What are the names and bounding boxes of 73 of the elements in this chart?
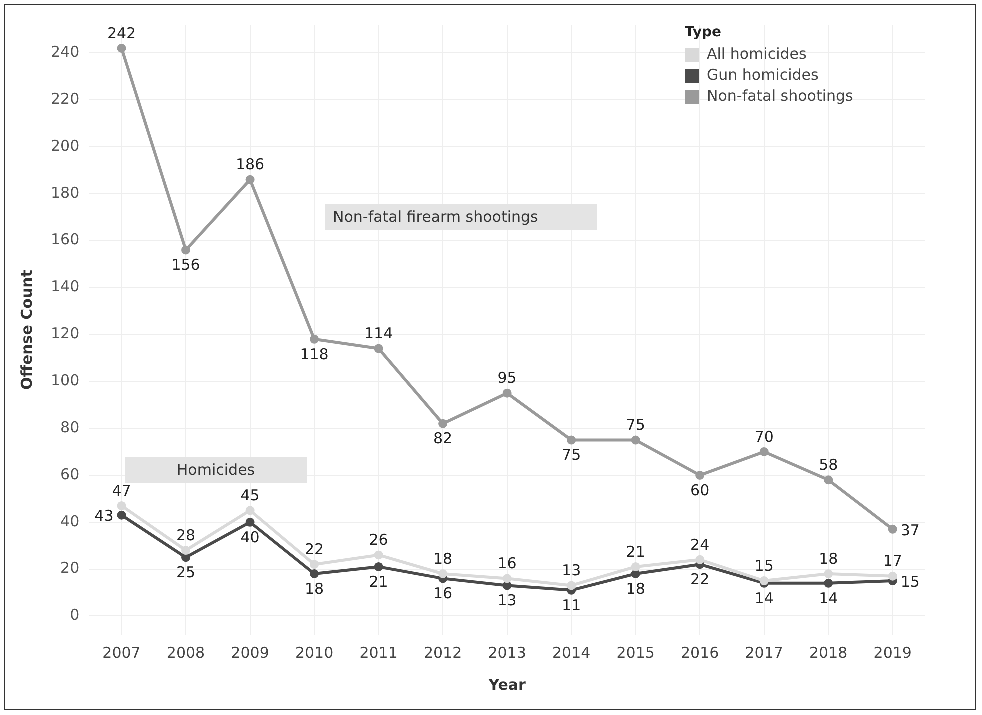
data-label: 15 [754,556,774,575]
data-label: 25 [176,563,196,582]
data-label: 58 [819,456,838,474]
x-tick-label: 2010 [295,644,334,662]
legend-label: All homicides [707,44,807,63]
y-tick-label: 140 [50,278,80,296]
data-label: 18 [434,550,453,568]
y-tick-label: 60 [60,465,80,484]
data-label: 43 [94,507,114,526]
data-label: 21 [369,572,388,591]
data-label: 114 [364,324,394,343]
data-label: 75 [562,446,582,464]
data-label: 37 [900,521,920,540]
x-tick-label: 2008 [166,644,206,662]
data-label: 40 [240,528,260,546]
data-label: 14 [754,589,774,608]
x-tick-label: 2017 [745,644,784,662]
y-tick-label: 80 [60,418,80,436]
data-label: 118 [300,345,329,364]
y-tick-label: 180 [50,184,80,202]
data-label: 15 [900,572,920,591]
data-label: 18 [819,550,838,568]
label-box: Homicides [125,457,307,483]
data-label: 70 [754,428,774,446]
data-label: 26 [369,531,388,550]
y-tick-label: 20 [60,559,80,578]
x-tick-label: 2013 [488,644,526,662]
data-label: 82 [434,430,453,448]
legend-title: Type [685,24,722,41]
y-tick-label: 200 [50,136,80,155]
y-tick-label: 220 [50,90,80,108]
x-tick-label: 2016 [681,644,720,662]
y-tick-label: 160 [50,230,80,249]
y-axis-title: Offense Count [18,270,36,390]
x-axis-title: Year [488,676,526,694]
data-label: 22 [690,570,710,589]
x-tick-label: 2019 [874,644,912,662]
y-tick-label: 120 [50,324,80,343]
y-tick-label: 240 [50,43,80,62]
data-label: 21 [626,542,646,561]
data-label: 24 [690,536,710,554]
data-label: 156 [172,256,200,274]
y-tick-label: 40 [60,512,80,530]
data-label: 18 [304,580,324,598]
x-tick-label: 2018 [810,644,848,662]
data-label: 11 [562,596,582,614]
data-label: 186 [236,156,265,174]
data-label: 16 [498,554,517,573]
data-label: 95 [498,369,517,388]
data-label: 28 [176,526,196,544]
data-label: 47 [112,482,132,500]
data-label: 22 [304,540,324,559]
y-tick-label: 100 [50,372,80,390]
data-label: 14 [819,589,838,608]
data-label: 16 [434,584,453,603]
x-tick-label: 2011 [360,644,398,662]
x-tick-label: 2009 [231,644,270,662]
x-tick-label: 2007 [102,644,141,662]
label-box: Non-fatal firearm shootings [325,204,597,230]
data-label: 17 [883,552,902,570]
x-tick-label: 2015 [616,644,655,662]
legend-label: Gun homicides [707,66,820,84]
data-label: 13 [562,562,582,580]
x-tick-label: 2012 [424,644,462,662]
data-label: 242 [107,24,136,42]
data-label: 60 [690,481,710,500]
data-label: 45 [240,486,260,505]
legend-label: Non-fatal shootings [707,86,854,105]
data-label: 18 [626,580,646,598]
data-label: 75 [626,416,646,434]
y-tick-label: 0 [70,606,80,624]
data-label: 13 [498,592,517,610]
x-tick-label: 2014 [552,644,591,662]
